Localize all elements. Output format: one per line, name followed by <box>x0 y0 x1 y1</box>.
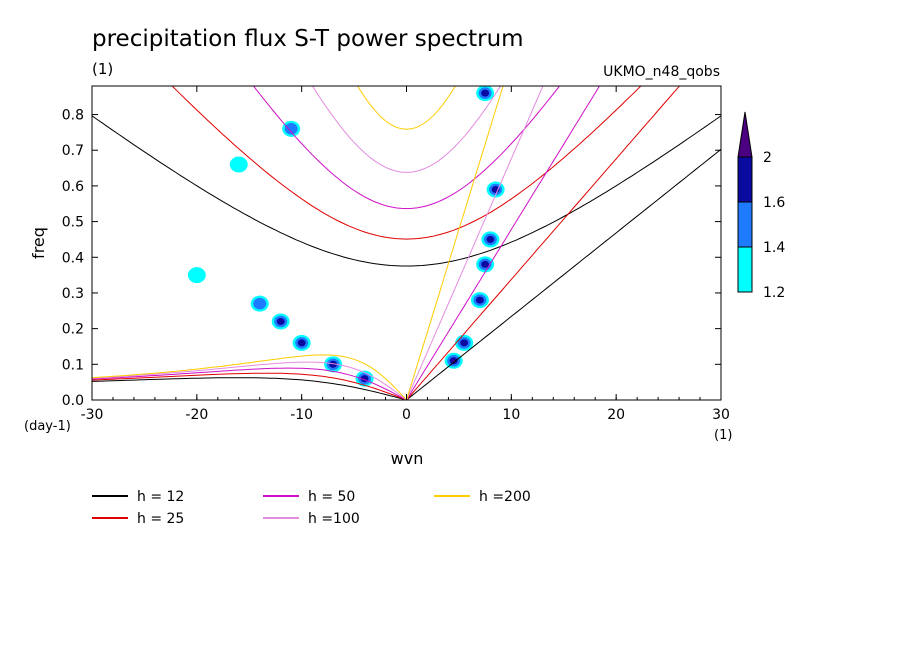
gravity-curve-h100 <box>311 86 502 173</box>
x-tick-label-4: 10 <box>502 407 520 423</box>
colorbar-label-3: 1.2 <box>763 285 785 301</box>
y-tick-label-2: 0.2 <box>62 322 84 338</box>
x-axis-label: wvn <box>391 449 424 468</box>
contour-region-4-level-2 <box>486 235 495 243</box>
gravity-curve-h200 <box>357 86 456 130</box>
x-tick-label-0: -30 <box>81 407 104 423</box>
axis-ticks: -30 -20 -10 0 10 20 30 0.0 0.1 0.2 0.3 0.4 0.5 0.6 0.7… <box>62 86 730 423</box>
legend-label-2: h = 50 <box>308 489 355 505</box>
model-label: UKMO_n48_qobs <box>603 64 720 80</box>
colorbar-label-1: 1.6 <box>763 195 785 211</box>
y-tick-label-0: 0.0 <box>62 393 84 409</box>
y-unit-label: (day-1) <box>24 419 71 434</box>
colorbar-band-2 <box>737 246 753 293</box>
contour-region-3-level-2 <box>481 260 490 268</box>
rossby-curve-h100 <box>92 361 407 400</box>
x-tick-label-6: 30 <box>712 407 730 423</box>
y-tick-label-8: 0.8 <box>62 108 84 124</box>
kelvin-curve-h25 <box>406 86 681 400</box>
gravity-curve-h50 <box>252 86 561 210</box>
y-tick-label-7: 0.7 <box>62 143 84 159</box>
colorbar: 2 1.6 1.4 1.2 <box>737 111 785 301</box>
contour-region-11-level-1 <box>253 297 267 310</box>
gravity-curve-h25 <box>171 86 642 240</box>
rossby-curve-h12 <box>92 377 407 400</box>
rossby-curve-h25 <box>92 372 407 400</box>
colorbar-label-2: 1.4 <box>763 240 785 256</box>
plot-frame <box>91 85 722 401</box>
legend-label-0: h = 12 <box>137 489 184 505</box>
y-axis-label: freq <box>29 227 48 259</box>
colorbar-band-0 <box>737 156 753 203</box>
contour-fills <box>187 86 505 387</box>
x-tick-label-2: -10 <box>290 407 313 423</box>
rossby-curve-h200 <box>92 354 407 400</box>
contour-region-8-level-2 <box>329 360 338 368</box>
chart-title: precipitation flux S-T power spectrum <box>92 26 524 52</box>
y-tick-label-3: 0.3 <box>62 286 84 302</box>
legend: h = 12 h = 25 h = 50 h =100 h =200 <box>92 489 531 527</box>
legend-label-3: h =100 <box>308 511 360 527</box>
contour-region-6-level-2 <box>481 89 490 97</box>
kelvin-curve-h50 <box>406 86 601 400</box>
kelvin-curve-h100 <box>406 86 544 400</box>
contour-region-13-level-0 <box>229 156 248 173</box>
y-tick-label-1: 0.1 <box>62 357 84 373</box>
kelvin-curve-h200 <box>406 86 504 400</box>
x-tick-label-5: 20 <box>607 407 625 423</box>
contour-region-1-level-2 <box>460 339 469 347</box>
kelvin-curve-h12 <box>406 148 721 400</box>
chart-subtitle: (1) <box>92 60 113 78</box>
x-tick-label-3: 0 <box>402 407 411 423</box>
contour-region-12-level-1 <box>284 123 298 135</box>
legend-label-4: h =200 <box>479 489 531 505</box>
x-tick-label-1: -20 <box>185 407 208 423</box>
gravity-curve-h12 <box>92 115 721 267</box>
contour-region-2-level-2 <box>475 296 484 304</box>
colorbar-top-arrow <box>737 111 753 158</box>
y-tick-label-4: 0.4 <box>62 250 84 266</box>
contour-region-10-level-2 <box>276 317 285 326</box>
dispersion-curves <box>92 86 721 400</box>
colorbar-label-0: 2 <box>763 150 772 166</box>
contour-region-14-level-0 <box>187 267 206 284</box>
legend-label-1: h = 25 <box>137 511 184 527</box>
colorbar-band-1 <box>737 201 753 248</box>
y-tick-label-5: 0.5 <box>62 215 84 231</box>
x-unit-label: (1) <box>714 428 732 443</box>
rossby-curve-h50 <box>92 367 407 400</box>
contour-region-9-level-2 <box>297 339 306 347</box>
y-tick-label-6: 0.6 <box>62 179 84 195</box>
